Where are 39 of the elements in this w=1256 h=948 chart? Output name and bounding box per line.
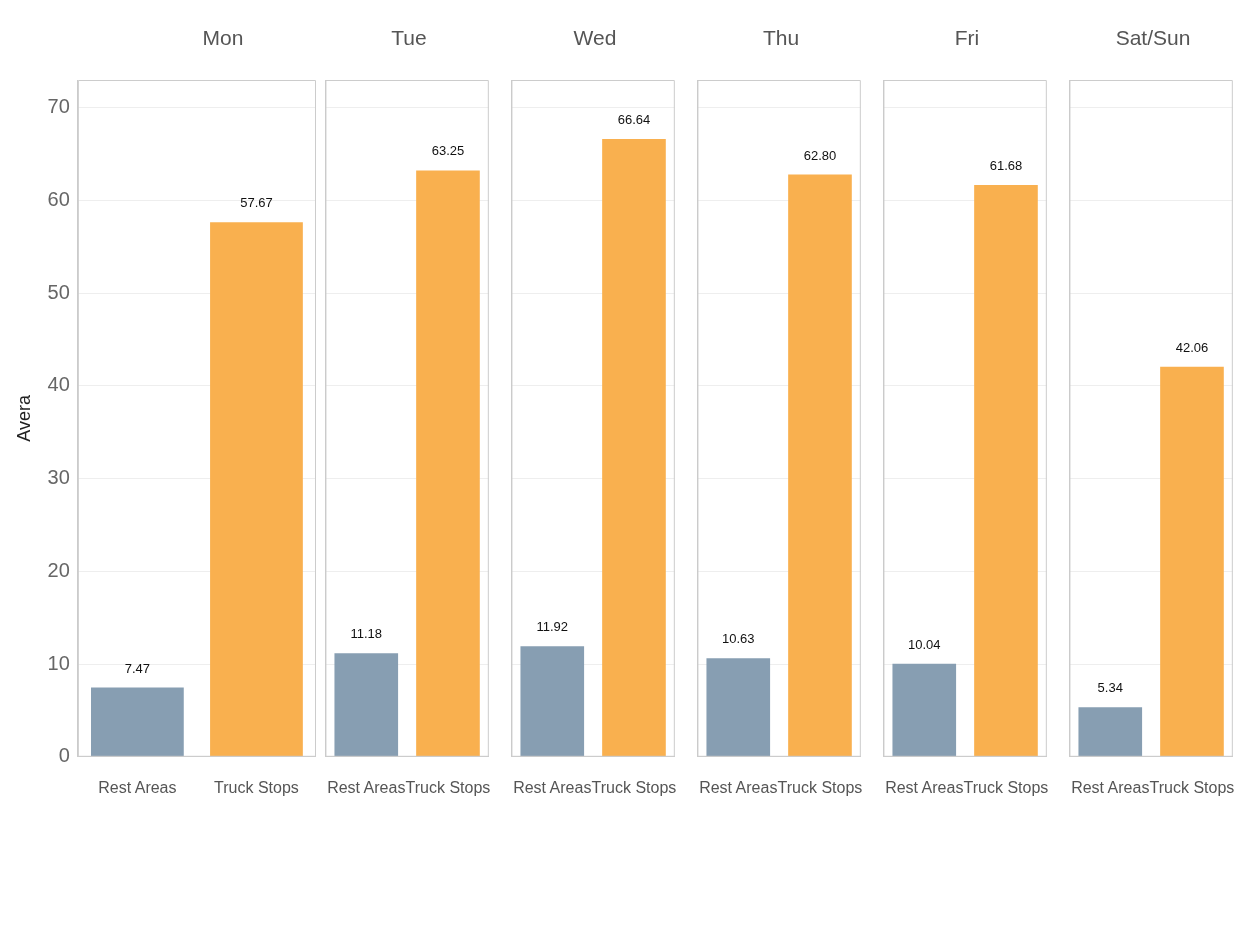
data-label: 10.04 — [908, 636, 941, 652]
data-label: 66.64 — [617, 112, 651, 128]
y-tick-label: 20 — [47, 558, 70, 581]
x-tick-label: Rest Areas — [885, 778, 964, 796]
data-label: 42.06 — [1175, 339, 1209, 355]
x-tick-label: Rest Areas — [1071, 778, 1150, 796]
data-label: 61.68 — [989, 158, 1023, 174]
x-tick-label: Rest Areas — [513, 778, 592, 796]
x-tick-label: Truck Stops — [1149, 778, 1235, 796]
x-tick-label: Truck Stops — [214, 778, 299, 796]
x-tick-label: Truck Stops — [777, 778, 863, 796]
y-tick-label: 40 — [47, 373, 70, 396]
y-tick-label: 50 — [47, 280, 70, 303]
data-label: 11.92 — [536, 619, 569, 635]
data-label: 5.34 — [1097, 680, 1123, 696]
chart-title: Thu — [761, 25, 801, 51]
x-tick-label: Rest Areas — [98, 778, 177, 796]
x-tick-label: Rest Areas — [699, 778, 778, 796]
x-tick-label: Truck Stops — [591, 778, 677, 796]
y-tick-label: 30 — [47, 466, 70, 489]
y-axis-title: Avera — [13, 394, 34, 442]
x-tick-label: Truck Stops — [963, 778, 1049, 796]
data-label: 57.67 — [240, 195, 273, 211]
data-label: 63.25 — [431, 143, 465, 159]
chart-title: Sat/Sun — [1114, 25, 1192, 51]
data-label: 11.18 — [350, 626, 383, 642]
data-label: 62.80 — [803, 147, 837, 163]
chart-title: Wed — [572, 25, 618, 51]
chart-title: Mon — [201, 25, 245, 51]
y-tick-label: 60 — [47, 188, 70, 211]
y-tick-label: 10 — [47, 651, 70, 674]
chart-title: Tue — [390, 25, 428, 51]
x-tick-label: Rest Areas — [327, 778, 406, 796]
x-tick-label: Truck Stops — [405, 778, 491, 796]
chart-title: Fri — [953, 25, 981, 51]
data-label: 7.47 — [124, 660, 151, 676]
y-tick-label: 0 — [58, 744, 70, 767]
y-tick-label: 70 — [47, 95, 70, 118]
data-label: 10.63 — [722, 631, 755, 647]
